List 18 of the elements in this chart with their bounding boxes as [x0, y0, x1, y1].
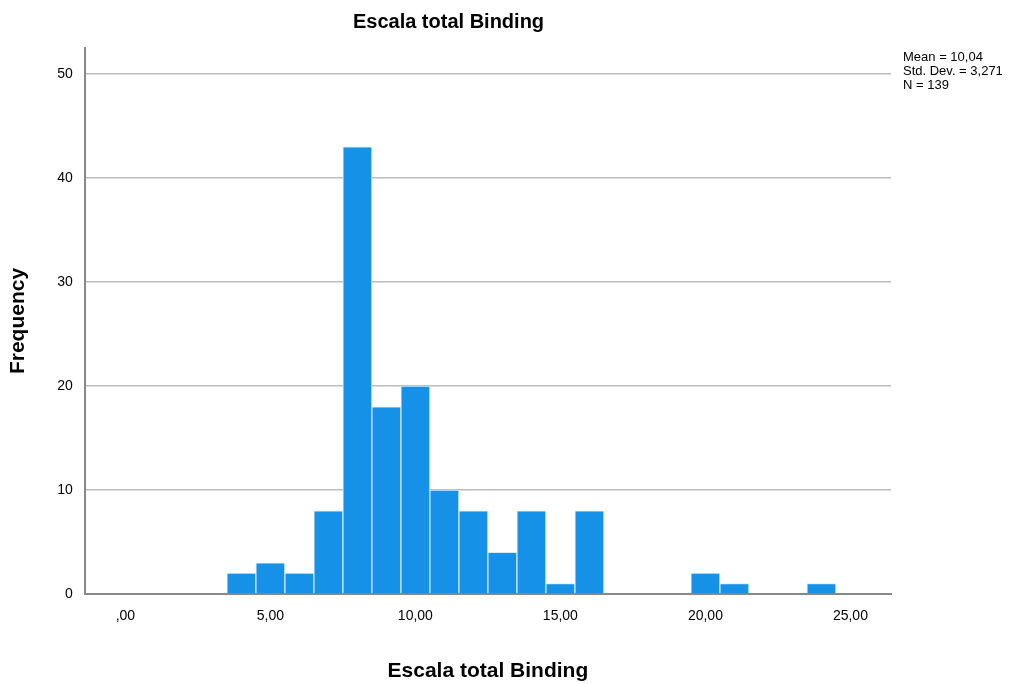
- text: Std. Dev. = 3,271: [903, 63, 1003, 79]
- y-tick-label: 20: [57, 376, 73, 393]
- y-tick-label: 30: [57, 272, 73, 289]
- y-tick-label: 0: [64, 584, 73, 601]
- y-tick-label: 40: [57, 168, 73, 185]
- x-tick-label: 5,00: [256, 607, 285, 624]
- x-tick-label: 25,00: [832, 607, 869, 624]
- x-tick-label: 20,00: [687, 607, 724, 624]
- x-axis-title: Escala total Binding: [387, 658, 589, 682]
- y-tick-label: 10: [57, 480, 73, 497]
- y-tick-label: 50: [57, 64, 73, 81]
- x-tick-label: 15,00: [542, 607, 579, 624]
- text: Mean = 10,04: [903, 49, 983, 65]
- chart-title: Escala total Binding: [352, 9, 545, 32]
- text: N = 139: [903, 77, 949, 93]
- x-tick-label: 10,00: [397, 607, 434, 624]
- y-axis-title: Frequency: [5, 267, 29, 375]
- x-tick-label: ,00: [115, 607, 136, 624]
